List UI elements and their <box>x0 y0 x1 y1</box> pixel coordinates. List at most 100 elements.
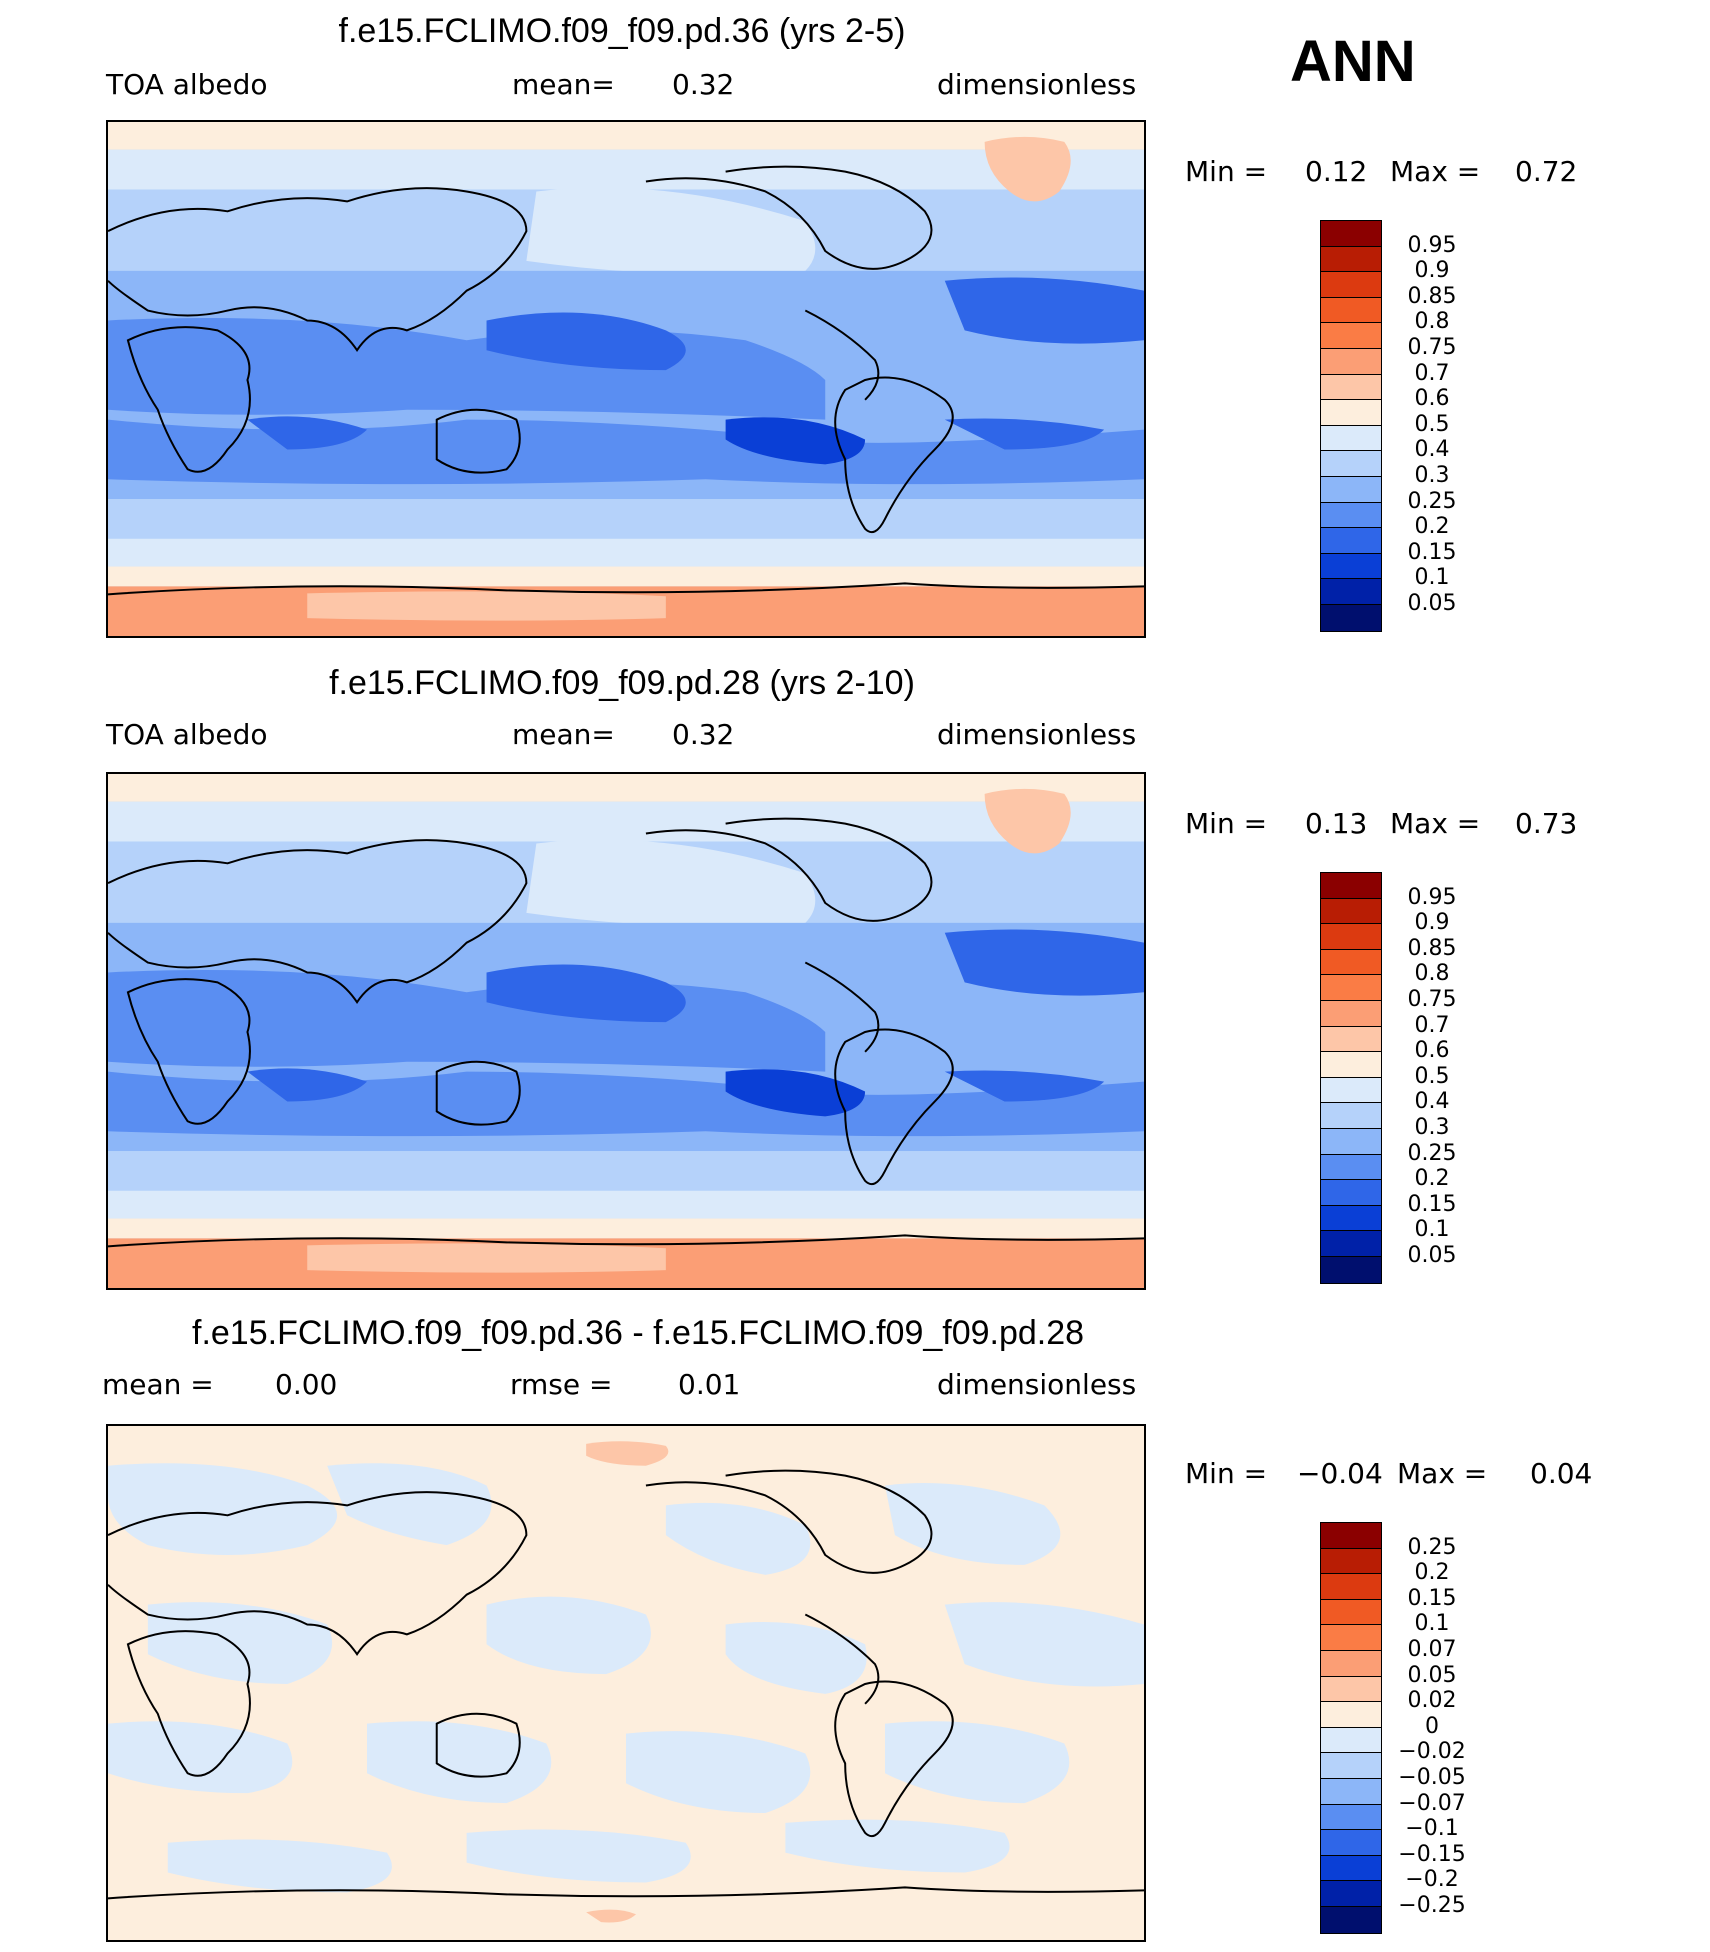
panel2-colorbar-swatch <box>1321 1154 1381 1181</box>
panel2-min-label: Min = <box>1185 807 1268 840</box>
panel3-colorbar-tick-label: 0.07 <box>1407 1637 1457 1662</box>
panel3-colorbar-swatch <box>1321 1727 1381 1754</box>
panel1-colorbar-swatch <box>1321 604 1381 631</box>
panel2-colorbar <box>1320 872 1382 1284</box>
panel1-colorbar-swatch <box>1321 400 1381 426</box>
panel1-colorbar-swatch <box>1321 272 1381 298</box>
panel2-mean-label: mean= <box>512 718 615 751</box>
panel1-colorbar-swatch <box>1321 297 1381 324</box>
panel1-colorbar-tick-label: 0.5 <box>1414 411 1450 437</box>
panel3-max-value: 0.04 <box>1530 1457 1593 1490</box>
panel3-min-label: Min = <box>1185 1457 1268 1490</box>
panel3-colorbar-tick-label: −0.05 <box>1398 1765 1466 1790</box>
panel1-colorbar-tick-label: 0.8 <box>1414 309 1450 335</box>
panel2-colorbar-swatch <box>1321 1128 1381 1155</box>
panel3-colorbar-tick-label: 0.05 <box>1407 1662 1457 1688</box>
panel1-max-value: 0.72 <box>1515 155 1578 188</box>
panel3-mean-label: mean = <box>102 1368 214 1401</box>
panel2-title: f.e15.FCLIMO.f09_f09.pd.28 (yrs 2-10) <box>329 664 915 702</box>
panel1-colorbar-swatch <box>1321 476 1381 503</box>
panel3-colorbar-swatch <box>1321 1906 1381 1933</box>
panel2-colorbar-tick-label: 0.4 <box>1414 1089 1450 1115</box>
panel3-title: f.e15.FCLIMO.f09_f09.pd.36 - f.e15.FCLIM… <box>192 1314 1085 1352</box>
panel1-colorbar-swatch <box>1321 323 1381 349</box>
panel1-min-label: Min = <box>1185 155 1268 188</box>
panel1-colorbar-swatch <box>1321 374 1381 401</box>
panel3-min-value: −0.04 <box>1297 1457 1383 1490</box>
panel2-colorbar-tick-label: 0.25 <box>1407 1140 1457 1166</box>
panel2-colorbar-swatch <box>1321 1256 1381 1283</box>
panel2-colorbar-swatch <box>1321 898 1381 925</box>
panel2-colorbar-swatch <box>1321 949 1381 976</box>
panel3-colorbar-swatch <box>1321 1778 1381 1805</box>
panel3-colorbar-swatch <box>1321 1548 1381 1575</box>
panel2-colorbar-tick-label: 0.3 <box>1414 1115 1450 1140</box>
panel3-colorbar-swatch <box>1321 1830 1381 1856</box>
panel3-colorbar-tick-label: 0 <box>1425 1713 1439 1739</box>
panel1-map <box>106 120 1146 638</box>
panel2-colorbar-swatch <box>1321 1231 1381 1257</box>
panel3-units: dimensionless <box>937 1368 1137 1401</box>
panel2-colorbar-tick-label: 0.8 <box>1414 961 1450 987</box>
panel3-colorbar-tick-label: 0.15 <box>1407 1585 1457 1611</box>
panel1-colorbar-swatch <box>1321 451 1381 477</box>
panel1-max-label: Max = <box>1390 155 1481 188</box>
panel2-colorbar-tick-label: 0.95 <box>1407 884 1457 910</box>
panel2-colorbar-swatch <box>1321 1180 1381 1206</box>
panel2-colorbar-tick-label: 0.2 <box>1414 1166 1450 1192</box>
panel2-max-value: 0.73 <box>1515 807 1578 840</box>
panel3-colorbar-tick-label: −0.25 <box>1398 1893 1466 1918</box>
panel3-colorbar-swatch <box>1321 1855 1381 1882</box>
panel1-mean-label: mean= <box>512 68 615 101</box>
panel1-colorbar-swatch <box>1321 528 1381 554</box>
panel3-colorbar-tick-label: 0.1 <box>1414 1611 1450 1637</box>
panel3-rmse-label: rmse = <box>510 1368 613 1401</box>
panel3-colorbar-tick-label: −0.07 <box>1398 1790 1466 1816</box>
panel1-colorbar-tick-label: 0.75 <box>1407 335 1457 360</box>
panel2-min-value: 0.13 <box>1305 807 1368 840</box>
panel1-colorbar-swatch <box>1321 221 1381 247</box>
panel2-colorbar-swatch <box>1321 1052 1381 1078</box>
panel1-colorbar-tick-label: 0.25 <box>1407 488 1457 514</box>
panel2-colorbar-tick-label: 0.9 <box>1414 910 1450 936</box>
panel1-colorbar-tick-label: 0.4 <box>1414 437 1450 463</box>
panel3-colorbar-swatch <box>1321 1523 1381 1549</box>
panel1-colorbar <box>1320 220 1382 632</box>
panel2-colorbar-swatch <box>1321 1026 1381 1053</box>
panel1-colorbar-swatch <box>1321 502 1381 529</box>
panel3-colorbar-swatch <box>1321 1753 1381 1779</box>
panel1-colorbar-tick-label: 0.6 <box>1414 386 1450 412</box>
panel3-colorbar-swatch <box>1321 1702 1381 1728</box>
panel1-colorbar-tick-label: 0.95 <box>1407 232 1457 258</box>
panel2-variable-label: TOA albedo <box>106 718 268 751</box>
panel1-colorbar-tick-label: 0.85 <box>1407 283 1457 309</box>
panel3-colorbar-tick-label: −0.02 <box>1398 1739 1466 1765</box>
panel1-colorbar-swatch <box>1321 553 1381 580</box>
panel1-mean-value: 0.32 <box>672 68 735 101</box>
panel2-colorbar-tick-label: 0.5 <box>1414 1063 1450 1089</box>
panel1-units: dimensionless <box>937 68 1137 101</box>
season-label: ANN <box>1290 29 1416 94</box>
panel2-colorbar-tick-label: 0.05 <box>1407 1243 1457 1268</box>
panel2-colorbar-swatch <box>1321 1103 1381 1129</box>
panel3-colorbar-swatch <box>1321 1804 1381 1831</box>
panel1-title: f.e15.FCLIMO.f09_f09.pd.36 (yrs 2-5) <box>338 12 906 50</box>
panel3-colorbar-swatch <box>1321 1574 1381 1600</box>
panel2-colorbar-swatch <box>1321 1077 1381 1104</box>
panel2-colorbar-swatch <box>1321 873 1381 899</box>
panel2-colorbar-tick-label: 0.75 <box>1407 987 1457 1012</box>
panel3-colorbar-swatch <box>1321 1599 1381 1626</box>
panel3-colorbar-tick-label: 0.2 <box>1414 1560 1450 1586</box>
panel3-colorbar-swatch <box>1321 1625 1381 1651</box>
panel1-colorbar-swatch <box>1321 579 1381 605</box>
panel2-colorbar-tick-label: 0.85 <box>1407 935 1457 961</box>
panel2-colorbar-tick-label: 0.1 <box>1414 1217 1450 1243</box>
panel2-colorbar-swatch <box>1321 1000 1381 1027</box>
panel2-mean-value: 0.32 <box>672 718 735 751</box>
panel2-colorbar-tick-label: 0.6 <box>1414 1038 1450 1064</box>
panel1-colorbar-tick-label: 0.7 <box>1414 360 1450 386</box>
panel2-colorbar-tick-label: 0.15 <box>1407 1191 1457 1217</box>
panel3-colorbar-tick-label: −0.2 <box>1405 1867 1459 1893</box>
panel2-colorbar-swatch <box>1321 1205 1381 1232</box>
panel1-colorbar-tick-label: 0.2 <box>1414 514 1450 540</box>
